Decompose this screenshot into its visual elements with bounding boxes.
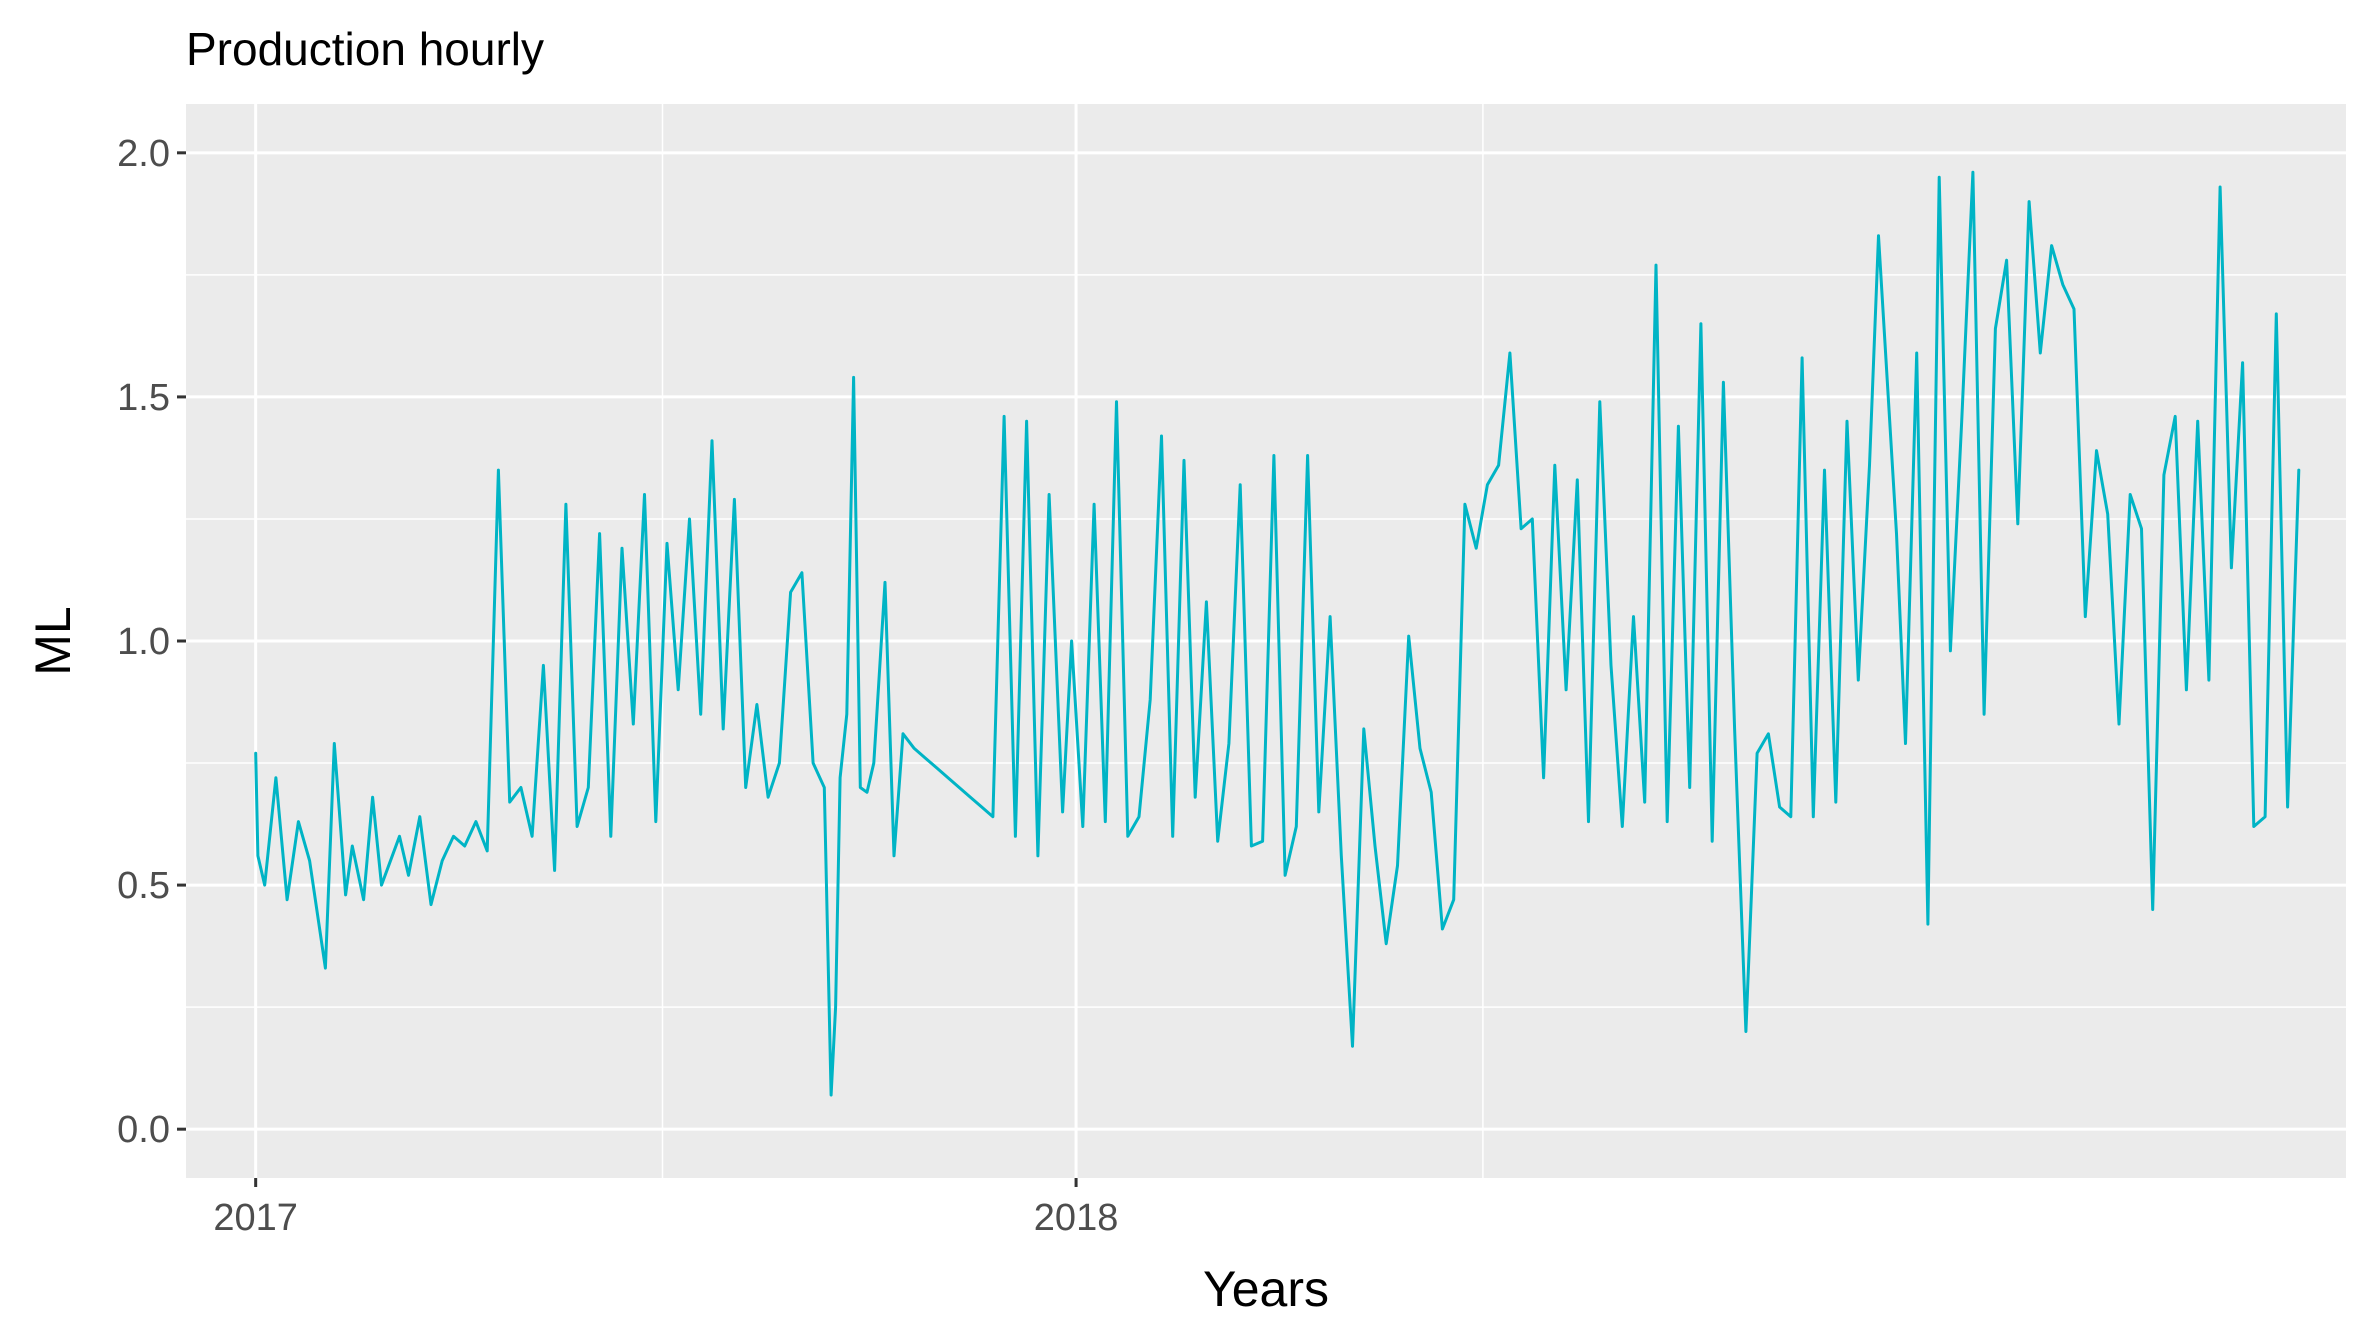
tick-labels: 0.0 0.5 1.0 1.5 2.0 2017 2018 — [117, 133, 1118, 1239]
x-tick-label: 2017 — [213, 1197, 298, 1239]
y-tick-label: 2.0 — [117, 133, 170, 175]
x-axis-title: Years — [1203, 1261, 1329, 1317]
production-series-line — [254, 170, 2301, 1097]
series-layer — [254, 170, 2301, 1097]
axis-ticks — [177, 151, 1078, 1187]
y-axis-title: ML — [25, 606, 81, 675]
y-tick-label: 1.0 — [117, 621, 170, 663]
y-tick-label: 0.5 — [117, 865, 170, 907]
x-tick-label: 2018 — [1034, 1197, 1119, 1239]
chart-title: Production hourly — [186, 23, 544, 75]
y-tick-label: 1.5 — [117, 377, 170, 419]
y-tick-label: 0.0 — [117, 1109, 170, 1151]
